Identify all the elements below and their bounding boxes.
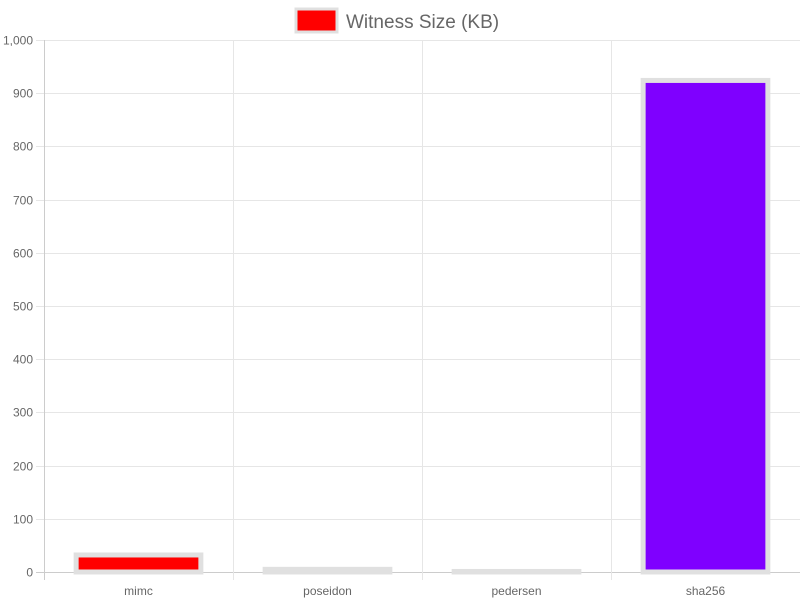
legend-swatch xyxy=(294,7,339,34)
chart-legend[interactable]: Witness Size (KB) xyxy=(294,7,499,34)
bar-series xyxy=(73,77,771,575)
chart-grid xyxy=(36,40,800,580)
bar-sha256[interactable] xyxy=(640,77,771,575)
x-tick-label: poseidon xyxy=(303,584,352,598)
x-tick-label: pedersen xyxy=(491,584,541,598)
y-tick-label: 800 xyxy=(13,140,33,154)
x-tick-label: mimc xyxy=(124,584,153,598)
y-tick-label: 1,000 xyxy=(3,34,33,48)
legend-label: Witness Size (KB) xyxy=(346,12,499,33)
y-tick-label: 600 xyxy=(13,247,33,261)
x-tick-label: sha256 xyxy=(686,584,726,598)
bar-pedersen[interactable] xyxy=(451,568,582,575)
y-tick-label: 100 xyxy=(13,513,33,527)
y-tick-label: 700 xyxy=(13,194,33,208)
y-tick-label: 900 xyxy=(13,87,33,101)
bar-poseidon[interactable] xyxy=(262,566,393,575)
bar-mimc[interactable] xyxy=(73,552,204,575)
y-tick-label: 0 xyxy=(26,566,33,580)
y-tick-label: 300 xyxy=(13,406,33,420)
y-tick-label: 200 xyxy=(13,460,33,474)
y-tick-label: 500 xyxy=(13,300,33,314)
y-axis: 0 100 200 300 400 500 600 700 800 900 1,000 xyxy=(3,34,33,580)
x-axis: mimc poseidon pedersen sha256 xyxy=(124,584,725,598)
y-tick-label: 400 xyxy=(13,353,33,367)
